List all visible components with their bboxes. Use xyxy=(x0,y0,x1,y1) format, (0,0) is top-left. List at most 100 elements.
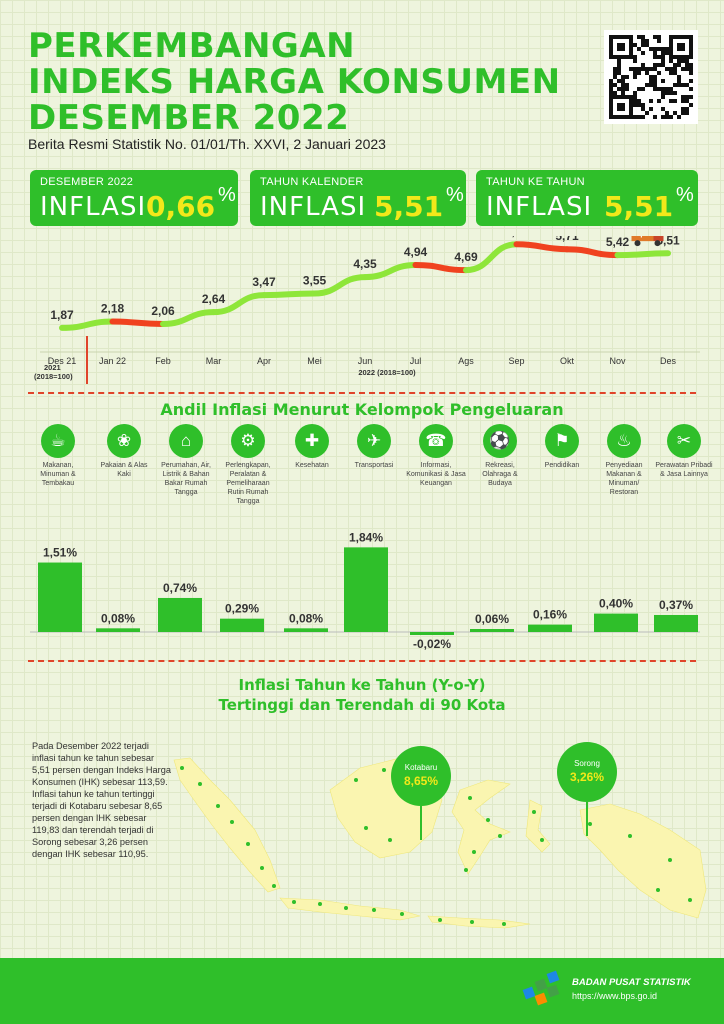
base-label-right: 2022 (2018=100) xyxy=(358,368,416,377)
category-item: ☕ Makanan, Minuman & Tembakau xyxy=(28,424,88,488)
city-dot xyxy=(472,850,476,854)
category-label: Perumahan, Air, Listrik & Bahan Bakar Ru… xyxy=(161,462,211,496)
line-segment xyxy=(109,318,166,328)
city-dot xyxy=(502,922,506,926)
category-label: Perawatan Pribadi & Jasa Lainnya xyxy=(655,462,713,478)
data-label: 2,06 xyxy=(151,304,175,318)
category-item: ⚙ Perlengkapan, Peralatan & Pemeliharaan … xyxy=(218,424,278,506)
data-label: 2,64 xyxy=(202,292,226,306)
data-label: 5,71 xyxy=(555,236,579,243)
line-segment xyxy=(362,261,419,281)
restaurant-icon: ♨ xyxy=(607,424,641,458)
data-label: 5,95 xyxy=(505,236,529,238)
bps-logo-icon xyxy=(522,970,560,1006)
city-dot xyxy=(540,838,544,842)
city-dot xyxy=(400,912,404,916)
maluku-island xyxy=(525,799,551,853)
category-item: ✈ Transportasi xyxy=(344,424,404,470)
bar-value-label: 0,06% xyxy=(475,612,509,626)
category-label: Kesehatan xyxy=(295,462,329,469)
city-dot xyxy=(344,906,348,910)
data-label: 2,18 xyxy=(101,302,125,316)
papua-island xyxy=(579,803,707,919)
base-label-left: 2021 xyxy=(44,363,61,372)
x-tick-label: Jan 22 xyxy=(99,356,126,366)
data-label: 4,94 xyxy=(404,245,428,259)
x-tick-label: Okt xyxy=(560,356,575,366)
truck-label: Rp xyxy=(635,236,646,238)
category-label: Perlengkapan, Peralatan & Pemeliharaan R… xyxy=(225,462,271,505)
bar-value-label: 1,51% xyxy=(43,546,77,560)
bar xyxy=(470,629,514,632)
line-segment xyxy=(210,292,267,316)
kotabaru-marker: Kotabaru 8,65% xyxy=(391,746,451,840)
subtitle: Berita Resmi Statistik No. 01/01/Th. XXV… xyxy=(28,136,386,152)
bps-url[interactable]: https://www.bps.go.id xyxy=(572,991,658,1001)
line-segment xyxy=(463,241,520,274)
x-tick-label: Des xyxy=(660,356,677,366)
category-label: Pakaian & Alas Kaki xyxy=(100,462,148,478)
category-label: Informasi, Komunikasi & Jasa Keuangan xyxy=(406,462,466,487)
line-segment xyxy=(311,274,368,297)
phone-icon: ☎ xyxy=(419,424,453,458)
line-segment xyxy=(59,318,116,331)
bar-value-label: 1,84% xyxy=(349,530,383,544)
bar xyxy=(528,624,572,632)
line-segment xyxy=(412,261,469,274)
indonesia-map: Kotabaru 8,65% Sorong 3,26% xyxy=(173,742,707,929)
line-segment xyxy=(513,241,570,253)
category-label: Penyediaan Makanan & Minuman/ Restoran xyxy=(605,462,643,496)
city-dot xyxy=(246,842,250,846)
card-value: 0,66 xyxy=(146,190,216,223)
city-dot xyxy=(588,822,592,826)
java-island xyxy=(279,897,421,921)
card-word: INFLASI xyxy=(486,192,593,222)
city-dot xyxy=(388,838,392,842)
city-dot xyxy=(180,766,184,770)
x-tick-label: Ags xyxy=(458,356,474,366)
map-paragraph: Pada Desember 2022 terjadi inflasi tahun… xyxy=(32,741,171,859)
graduation-icon: ⚑ xyxy=(545,424,579,458)
bar-value-label: -0,02% xyxy=(413,637,451,651)
city-dot xyxy=(272,884,276,888)
bar-value-label: 0,74% xyxy=(163,581,197,595)
category-item: ☎ Informasi, Komunikasi & Jasa Keuangan xyxy=(406,424,466,488)
bar xyxy=(594,613,638,632)
category-icons: ☕ Makanan, Minuman & Tembakau ❀ Pakaian & A… xyxy=(28,424,713,514)
bar-value-label: 0,37% xyxy=(659,598,693,612)
bar-value-label: 0,08% xyxy=(101,611,135,625)
x-tick-label: Jul xyxy=(410,356,422,366)
city-dot xyxy=(354,778,358,782)
card-label: TAHUN KALENDER xyxy=(260,176,364,188)
card-label: TAHUN KE TAHUN xyxy=(486,176,585,188)
city-dot xyxy=(468,796,472,800)
card-unit: % xyxy=(218,184,236,206)
health-icon: ✚ xyxy=(295,424,329,458)
food-icon: ☕ xyxy=(41,424,75,458)
plane-icon: ✈ xyxy=(357,424,391,458)
bar-value-label: 0,16% xyxy=(533,608,567,622)
card-value: 5,51 xyxy=(604,190,674,223)
category-label: Transportasi xyxy=(354,462,394,469)
category-item: ✚ Kesehatan xyxy=(282,424,342,470)
personal-care-icon: ✂ xyxy=(667,424,701,458)
title-line-2: INDEKS HARGA KONSUMEN xyxy=(28,62,561,102)
sport-icon: ⚽ xyxy=(483,424,517,458)
sulawesi-island xyxy=(451,779,511,875)
page-title: PERKEMBANGAN INDEKS HARGA KONSUMEN DESEM… xyxy=(28,28,588,136)
appliance-icon: ⚙ xyxy=(231,424,265,458)
bar-value-label: 0,40% xyxy=(599,597,633,611)
city-dot xyxy=(498,834,502,838)
city-dot xyxy=(486,818,490,822)
card-yoy: TAHUN KE TAHUN INFLASI 5,51 % xyxy=(476,170,698,226)
category-item: ✂ Perawatan Pribadi & Jasa Lainnya xyxy=(654,424,714,479)
data-label: 5,42 xyxy=(606,236,630,249)
city-dot xyxy=(216,804,220,808)
sumatra-island xyxy=(173,757,281,893)
bar xyxy=(158,597,202,632)
sorong-marker: Sorong 3,26% xyxy=(557,742,617,836)
city-dot xyxy=(464,868,468,872)
qr-code-icon xyxy=(604,30,698,124)
truck-icon: Rp xyxy=(631,236,664,247)
title-line-1: PERKEMBANGAN xyxy=(28,26,356,66)
